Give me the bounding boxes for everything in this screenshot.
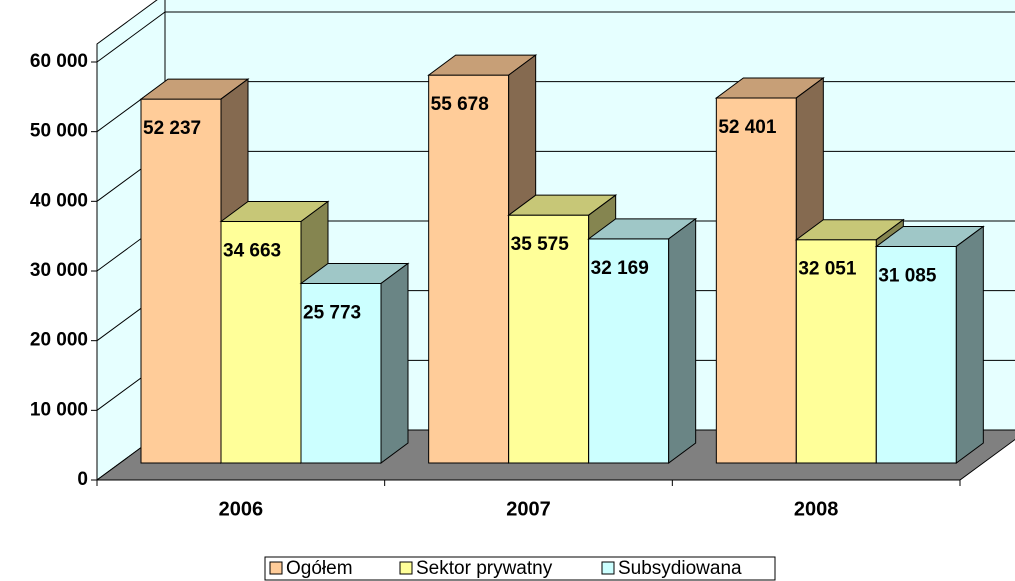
- legend-swatch: [269, 561, 283, 575]
- y-tick-label: 60 000: [30, 51, 88, 72]
- x-tick-label: 2006: [219, 498, 264, 520]
- bar: [715, 97, 797, 464]
- bar: [220, 221, 302, 464]
- bar: [795, 239, 877, 464]
- legend-label: Sektor prywatny: [416, 558, 553, 579]
- legend-label: Ogółem: [286, 558, 353, 579]
- value-label: 32 051: [798, 259, 857, 280]
- y-tick-label: 20 000: [30, 330, 88, 351]
- value-label: 52 237: [143, 118, 201, 139]
- bar: [140, 98, 222, 464]
- value-label: 31 085: [878, 265, 937, 286]
- value-label: 32 169: [591, 258, 649, 279]
- x-tick-label: 2008: [794, 498, 839, 520]
- y-tick-label: 10 000: [30, 399, 88, 420]
- value-label: 55 678: [431, 94, 489, 115]
- bar: [300, 282, 382, 464]
- legend-box: [264, 556, 776, 581]
- legend-label: Subsydiowana: [618, 558, 742, 579]
- legend-swatch: [399, 561, 413, 575]
- value-label: 25 773: [303, 302, 361, 323]
- value-label: 34 663: [223, 241, 281, 262]
- y-tick-label: 40 000: [30, 190, 88, 211]
- bar-side: [668, 217, 697, 464]
- y-tick-label: 30 000: [30, 260, 88, 281]
- value-label: 52 401: [718, 117, 777, 138]
- bar: [428, 74, 510, 464]
- x-tick-label: 2007: [506, 498, 551, 520]
- bar-side: [380, 262, 409, 464]
- y-tick-label: 50 000: [30, 121, 88, 142]
- bar: [875, 245, 957, 464]
- value-label: 35 575: [511, 234, 570, 255]
- legend-swatch: [601, 561, 615, 575]
- bar-side: [955, 225, 984, 464]
- y-tick-label: 0: [77, 469, 88, 490]
- grid-line: [96, 11, 1015, 63]
- bar: [588, 238, 670, 464]
